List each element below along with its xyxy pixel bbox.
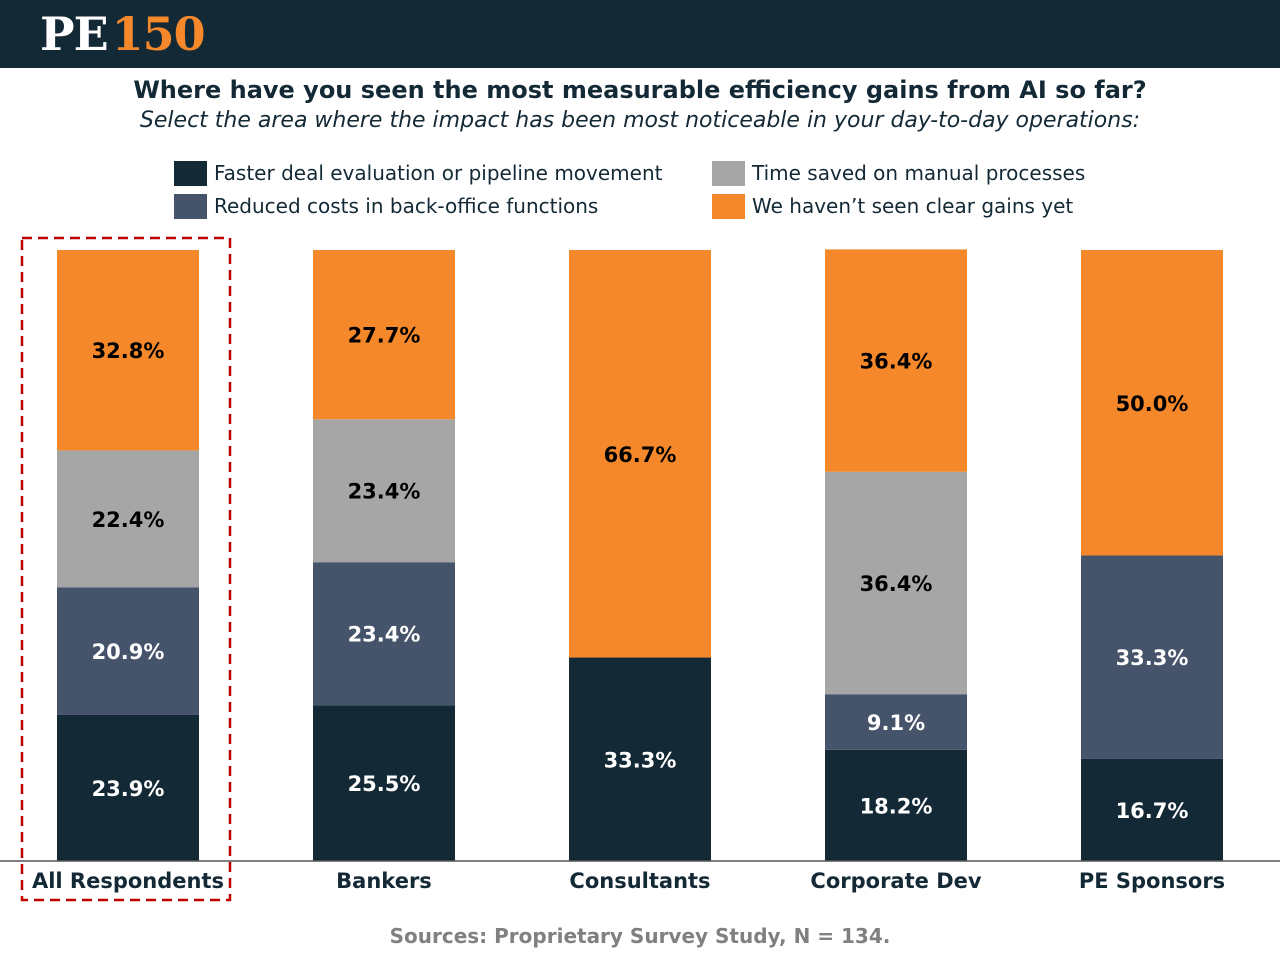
bar-segment <box>1081 555 1223 759</box>
logo-text-150: 150 <box>111 7 206 61</box>
bar-segment <box>825 471 967 695</box>
bar-segment <box>569 657 711 861</box>
bar-segment <box>57 250 199 451</box>
data-label: 50.0% <box>1116 392 1189 416</box>
bar-segment <box>57 714 199 861</box>
data-label: 9.1% <box>867 711 925 735</box>
chart-title: Where have you seen the most measurable … <box>133 76 1147 104</box>
legend-label: Time saved on manual processes <box>752 161 1086 185</box>
data-label: 22.4% <box>92 508 165 532</box>
bar-segment <box>57 587 199 715</box>
category-label: Bankers <box>336 869 432 893</box>
header-bar: PE150 <box>0 0 1280 68</box>
bar-segment <box>313 705 455 861</box>
pe150-logo: PE150 <box>40 7 206 61</box>
legend-swatch <box>712 160 745 186</box>
logo-text-pe: PE <box>40 7 109 61</box>
legend-item-no-gains: We haven’t seen clear gains yet <box>712 193 1073 219</box>
highlight-box <box>20 236 232 902</box>
data-label: 66.7% <box>604 443 677 467</box>
legend-item-reduced-costs: Reduced costs in back-office functions <box>174 193 598 219</box>
category-label: Corporate Dev <box>810 869 981 893</box>
data-label: 20.9% <box>92 640 165 664</box>
legend-label: Reduced costs in back-office functions <box>214 194 599 218</box>
data-label: 27.7% <box>348 324 421 348</box>
legend-item-time-saved: Time saved on manual processes <box>712 160 1085 186</box>
chart-subtitle: Select the area where the impact has bee… <box>139 108 1141 133</box>
data-label: 23.4% <box>348 623 421 647</box>
bar-segment <box>1081 758 1223 861</box>
data-label: 16.7% <box>1116 799 1189 823</box>
bar-segment <box>313 250 455 420</box>
data-label: 33.3% <box>1116 646 1189 670</box>
bar-segment <box>57 450 199 588</box>
legend-label: We haven’t seen clear gains yet <box>752 194 1074 218</box>
legend-swatch <box>174 160 207 186</box>
source-note: Sources: Proprietary Survey Study, N = 1… <box>389 924 891 948</box>
bar-segment <box>825 694 967 750</box>
data-label: 33.3% <box>604 748 677 772</box>
category-label: Consultants <box>569 869 710 893</box>
category-label: All Respondents <box>32 869 224 893</box>
bar-segment <box>825 749 967 861</box>
bar-segment <box>313 419 455 563</box>
data-label: 36.4% <box>860 350 933 374</box>
legend-swatch <box>712 193 745 219</box>
bar-segment <box>313 562 455 706</box>
data-label: 36.4% <box>860 572 933 596</box>
bar-segment <box>569 250 711 658</box>
data-label: 23.9% <box>92 777 165 801</box>
legend-item-faster-deal: Faster deal evaluation or pipeline movem… <box>174 160 662 186</box>
legend-label: Faster deal evaluation or pipeline movem… <box>214 161 663 185</box>
category-label: PE Sponsors <box>1079 869 1225 893</box>
bar-segment <box>1081 250 1223 556</box>
legend-swatch <box>174 193 207 219</box>
data-label: 18.2% <box>860 794 933 818</box>
data-label: 32.8% <box>92 339 165 363</box>
bar-segment <box>825 249 967 472</box>
data-label: 23.4% <box>348 480 421 504</box>
data-label: 25.5% <box>348 772 421 796</box>
